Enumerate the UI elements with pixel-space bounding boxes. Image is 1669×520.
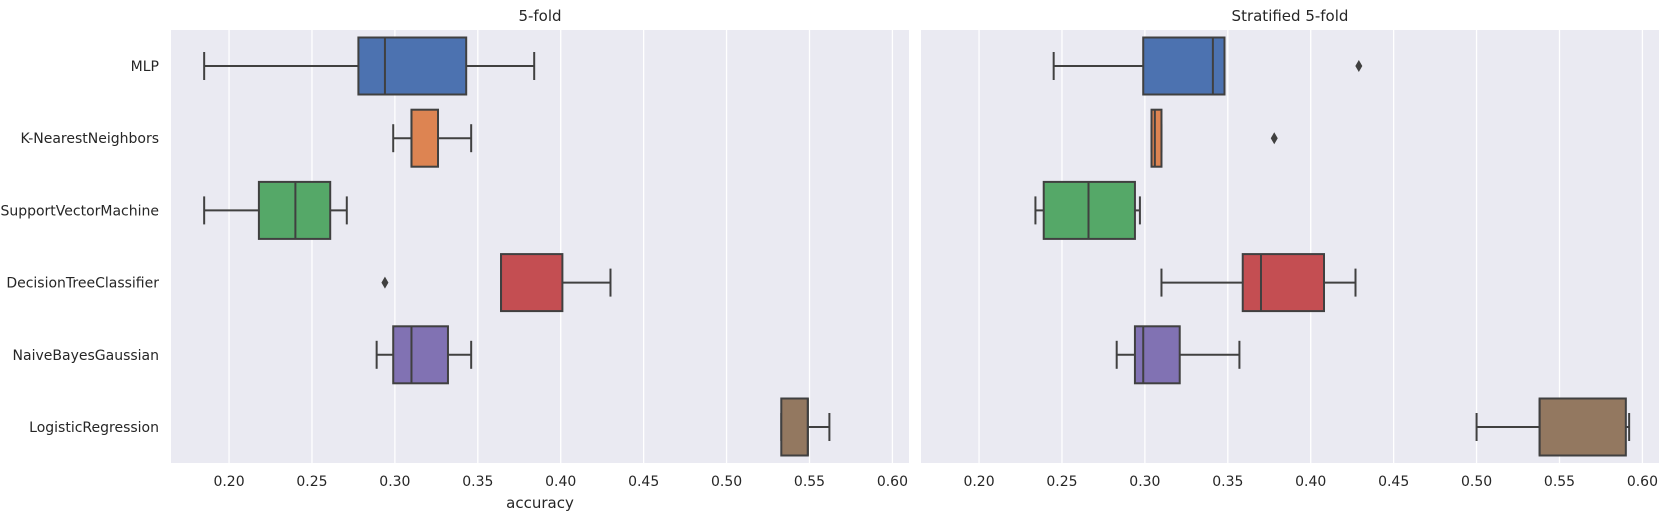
panel-title: 5-fold [518, 7, 561, 25]
outlier-point [381, 276, 389, 289]
box-logisticregression [1475, 397, 1631, 457]
iqr-box [1241, 253, 1325, 313]
x-tick-label: 0.55 [1544, 474, 1575, 490]
x-tick-label: 0.50 [1461, 474, 1492, 490]
iqr-box [780, 397, 809, 457]
box-naivebayesgaussian [375, 325, 473, 385]
x-tick-label: 0.20 [963, 474, 994, 490]
plot-area [921, 30, 1659, 463]
y-tick-label-k-nearestneighbors: K-NearestNeighbors [20, 131, 159, 147]
x-tick-label: 0.25 [296, 474, 327, 490]
outlier-point [1270, 132, 1278, 145]
panel-1: 0.20 0.25 0.30 0.35 0.40 0.45 0.50 0.55 0.60 5-fo… [171, 7, 909, 512]
iqr-box [392, 325, 449, 385]
box-logisticregression [780, 397, 831, 457]
x-axis-label: accuracy [506, 494, 574, 512]
iqr-box [1150, 108, 1163, 168]
box-mlp [1052, 36, 1363, 96]
box-supportvectormachine [1034, 180, 1141, 240]
box-k-nearestneighbors [392, 108, 473, 168]
panel-2: 0.20 0.25 0.30 0.35 0.40 0.45 0.50 0.55 0.60 Stra… [921, 7, 1659, 490]
y-tick-label-mlp: MLP [131, 59, 159, 75]
x-tick-label: 0.35 [462, 474, 493, 490]
x-tick-label: 0.50 [711, 474, 742, 490]
x-tick-label: 0.30 [379, 474, 410, 490]
x-tick-label: 0.40 [545, 474, 576, 490]
box-decisiontreeclassifier [1160, 253, 1357, 313]
x-tick-label: 0.20 [213, 474, 244, 490]
iqr-box [1538, 397, 1627, 457]
x-tick-label: 0.45 [1378, 474, 1409, 490]
y-tick-label-supportvectormachine: SupportVectorMachine [0, 203, 159, 219]
x-tick-label: 0.60 [877, 474, 908, 490]
x-tick-label: 0.30 [1129, 474, 1160, 490]
iqr-box [410, 108, 440, 168]
box-naivebayesgaussian [1115, 325, 1241, 385]
x-tick-label: 0.45 [628, 474, 659, 490]
x-tick-label: 0.55 [794, 474, 825, 490]
iqr-box [1142, 36, 1226, 96]
y-tick-label-decisiontreeclassifier: DecisionTreeClassifier [6, 276, 159, 292]
x-tick-label: 0.40 [1295, 474, 1326, 490]
x-tick-label: 0.35 [1212, 474, 1243, 490]
iqr-box [1133, 325, 1181, 385]
outlier-point [1355, 60, 1363, 72]
x-tick-label: 0.60 [1627, 474, 1658, 490]
box-mlp [203, 36, 536, 96]
box-decisiontreeclassifier [381, 253, 612, 313]
iqr-box [500, 253, 564, 313]
iqr-box [357, 36, 468, 96]
box-supportvectormachine [203, 180, 348, 240]
panel-title: Stratified 5-fold [1232, 7, 1349, 25]
plot-area [171, 30, 909, 463]
y-tick-label-naivebayesgaussian: NaiveBayesGaussian [13, 348, 159, 364]
y-tick-label-logisticregression: LogisticRegression [29, 420, 159, 436]
box-k-nearestneighbors [1150, 108, 1278, 168]
x-tick-label: 0.25 [1046, 474, 1077, 490]
